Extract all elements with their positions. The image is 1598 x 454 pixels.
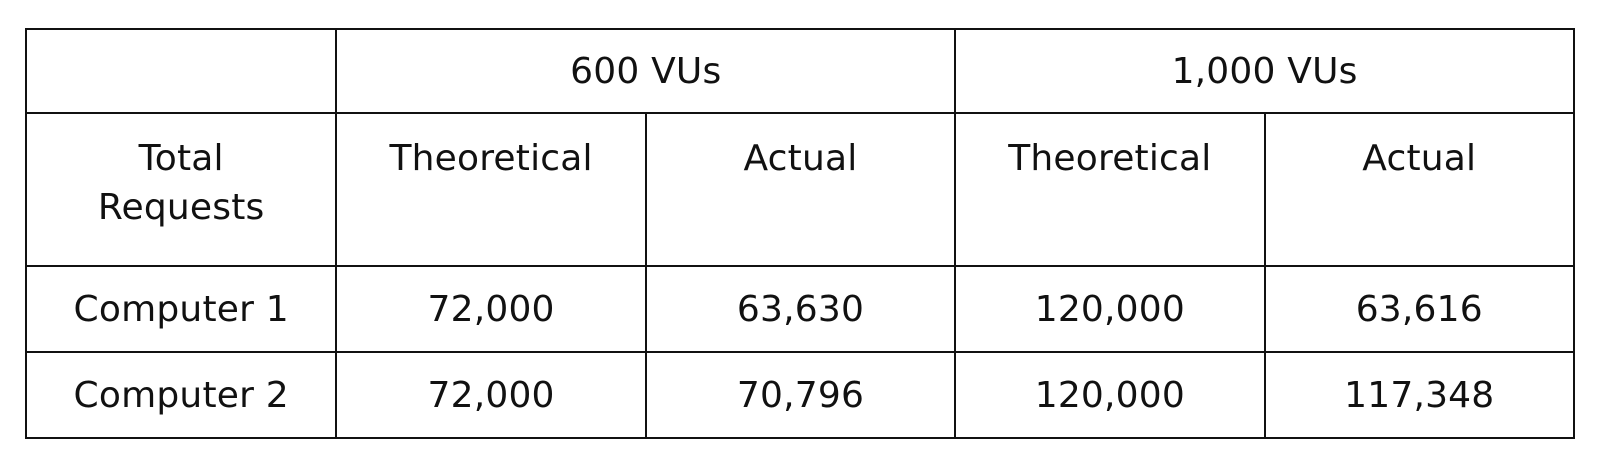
table-cell: 120,000 [954, 351, 1266, 439]
results-table: 600 VUs 1,000 VUs Total Requests Theoret… [24, 28, 1576, 439]
row-header-line-2: Requests [97, 187, 265, 228]
table-cell: 63,630 [644, 265, 957, 353]
subheader-600-theoretical: Theoretical [335, 112, 647, 267]
table-cell: 70,796 [644, 351, 957, 439]
table-cell: 117,348 [1263, 351, 1576, 439]
subheader-1000-theoretical: Theoretical [954, 112, 1266, 267]
table-cell: 63,616 [1263, 265, 1576, 353]
group-header-1000-vus: 1,000 VUs [954, 28, 1575, 114]
row-header-total-requests: Total Requests [24, 112, 338, 267]
row-header-line-1: Total [138, 138, 224, 179]
corner-cell [24, 28, 338, 114]
group-header-600-vus: 600 VUs [335, 28, 957, 114]
subheader-row: Total Requests Theoretical Actual Theore… [24, 112, 1576, 267]
table-cell: 72,000 [335, 265, 647, 353]
row-label: Computer 2 [24, 351, 338, 439]
table-cell: 120,000 [954, 265, 1266, 353]
subheader-1000-actual: Actual [1263, 112, 1576, 267]
table-row: Computer 1 72,000 63,630 120,000 63,616 [24, 265, 1576, 353]
group-header-row: 600 VUs 1,000 VUs [24, 28, 1575, 114]
table-row: Computer 2 72,000 70,796 120,000 117,348 [24, 351, 1576, 439]
row-label: Computer 1 [24, 265, 338, 353]
table-cell: 72,000 [335, 351, 647, 439]
subheader-600-actual: Actual [644, 112, 957, 267]
